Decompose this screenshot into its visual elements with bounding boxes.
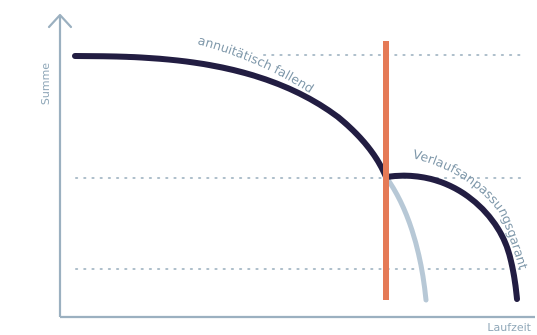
guarantee-curve-label: Verlaufsanpassungsgarantie (0, 0, 531, 271)
y-axis-arrow-icon (47, 13, 73, 29)
curve-guarantee-alternative (383, 174, 429, 303)
curve-verlaufsanpassungsgarantie (383, 172, 520, 302)
y-axis-label: Summe (39, 63, 52, 105)
x-axis-label: Laufzeit (487, 321, 531, 334)
curve-annuitatisch-fallend (72, 53, 389, 180)
